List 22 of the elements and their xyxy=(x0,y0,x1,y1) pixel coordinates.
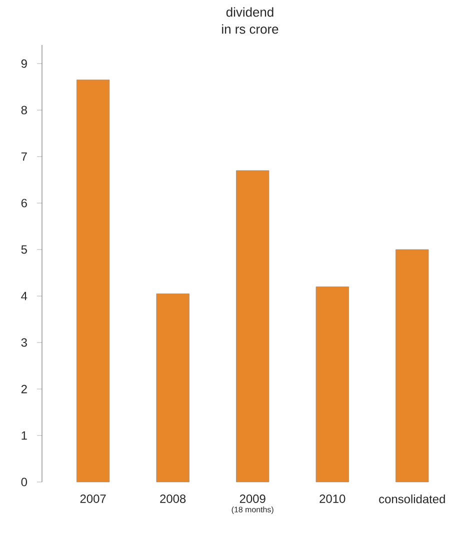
bar xyxy=(156,294,190,482)
y-tick-label: 1 xyxy=(22,431,27,440)
y-tick-label: 7 xyxy=(21,152,27,161)
x-tick-label: 2010 xyxy=(320,494,346,503)
y-tick-label: 0 xyxy=(21,478,28,486)
y-tick-label: 5 xyxy=(21,245,27,254)
x-tick-label: 2008 xyxy=(160,494,186,503)
y-tick-label: 3 xyxy=(21,338,27,347)
y-tick-label: 8 xyxy=(21,106,27,114)
bar xyxy=(236,170,270,482)
chart-subtitle: in rs crore xyxy=(222,24,278,34)
y-tick-label: 2 xyxy=(21,384,27,394)
y-tick-label: 9 xyxy=(21,59,27,68)
x-tick-label: 2007 xyxy=(80,494,106,503)
chart-title: dividend xyxy=(226,7,274,17)
bar xyxy=(396,249,429,482)
y-tick-label: 6 xyxy=(21,198,27,208)
x-tick-label: 2009 xyxy=(240,494,266,503)
bar xyxy=(316,286,349,482)
x-tick-label: consolidated xyxy=(379,494,445,504)
bar xyxy=(76,80,110,482)
y-tick-label: 4 xyxy=(21,292,28,300)
